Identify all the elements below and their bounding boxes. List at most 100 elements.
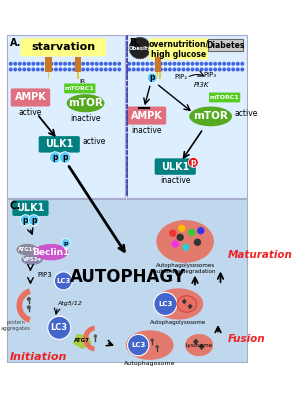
Circle shape [145,62,149,66]
Circle shape [141,62,145,66]
Circle shape [222,68,226,72]
Circle shape [213,68,217,72]
Circle shape [194,238,201,246]
Text: Beclin1: Beclin1 [32,248,70,257]
Circle shape [154,292,177,316]
Text: ATG7: ATG7 [74,338,90,344]
Text: AUTOPHAGY: AUTOPHAGY [70,268,186,286]
Bar [48,72,49,78]
Circle shape [9,62,13,66]
Circle shape [49,68,54,72]
FancyBboxPatch shape [155,158,196,175]
Circle shape [104,68,108,72]
Circle shape [178,224,186,232]
Circle shape [68,68,71,72]
Circle shape [168,62,172,66]
Circle shape [27,297,31,301]
FancyBboxPatch shape [11,88,50,106]
Circle shape [213,62,217,66]
Circle shape [236,68,240,72]
Circle shape [177,68,181,72]
FancyBboxPatch shape [64,84,96,93]
Circle shape [22,68,26,72]
Circle shape [13,62,17,66]
Circle shape [59,62,62,66]
Text: IR: IR [80,79,86,84]
Circle shape [54,62,58,66]
Circle shape [104,62,108,66]
Circle shape [177,62,181,66]
Bar [155,57,161,72]
Text: p: p [64,240,68,246]
Text: C.: C. [10,201,21,211]
Bar [156,72,158,78]
FancyBboxPatch shape [21,38,106,56]
Circle shape [36,68,40,72]
Text: Autophagosome: Autophagosome [124,361,176,366]
Circle shape [200,62,203,66]
Bar [6,199,247,362]
Circle shape [163,68,167,72]
Polygon shape [16,288,31,323]
Circle shape [117,68,121,72]
Text: Initiation: Initiation [10,352,67,362]
Text: PIP₃: PIP₃ [203,72,216,78]
Circle shape [94,334,97,338]
Circle shape [145,68,149,72]
Circle shape [20,215,31,225]
Circle shape [169,230,176,237]
Circle shape [108,68,112,72]
FancyBboxPatch shape [127,106,166,125]
Text: A.: A. [10,38,21,48]
Circle shape [68,62,71,66]
Circle shape [54,68,58,72]
FancyBboxPatch shape [12,200,49,216]
Circle shape [81,62,85,66]
Circle shape [141,68,145,72]
Circle shape [63,68,67,72]
Text: p: p [31,216,36,224]
Text: overnutrition/
high glucose: overnutrition/ high glucose [148,39,209,59]
Text: LC3: LC3 [131,342,146,348]
Circle shape [240,68,244,72]
Circle shape [95,68,99,72]
Circle shape [31,62,35,66]
Circle shape [209,62,213,66]
Polygon shape [193,338,199,345]
Circle shape [59,68,62,72]
Ellipse shape [21,254,43,265]
Circle shape [186,68,190,72]
Circle shape [136,68,140,72]
Text: ULK1: ULK1 [161,162,189,172]
Circle shape [181,62,186,66]
Circle shape [127,68,131,72]
Ellipse shape [177,296,197,312]
Text: AMPK: AMPK [15,92,46,102]
Circle shape [113,68,117,72]
Circle shape [227,68,231,72]
Text: active: active [235,110,258,118]
Circle shape [72,68,76,72]
Circle shape [59,152,71,163]
Circle shape [231,62,235,66]
Ellipse shape [154,288,203,320]
Polygon shape [73,334,92,349]
Circle shape [77,62,81,66]
Text: p: p [191,158,196,167]
Polygon shape [83,326,95,352]
Text: Maturation: Maturation [228,250,293,260]
Text: AMPK: AMPK [131,110,162,120]
Text: ULK1: ULK1 [45,139,74,149]
Text: mTOR: mTOR [68,98,103,108]
Circle shape [13,68,17,72]
Circle shape [218,68,222,72]
Circle shape [22,62,26,66]
Circle shape [18,68,22,72]
Circle shape [40,62,44,66]
Circle shape [231,68,235,72]
Text: Lysosome: Lysosome [186,342,213,348]
Ellipse shape [16,244,38,256]
Polygon shape [182,299,187,304]
Circle shape [159,68,163,72]
Circle shape [49,152,61,163]
